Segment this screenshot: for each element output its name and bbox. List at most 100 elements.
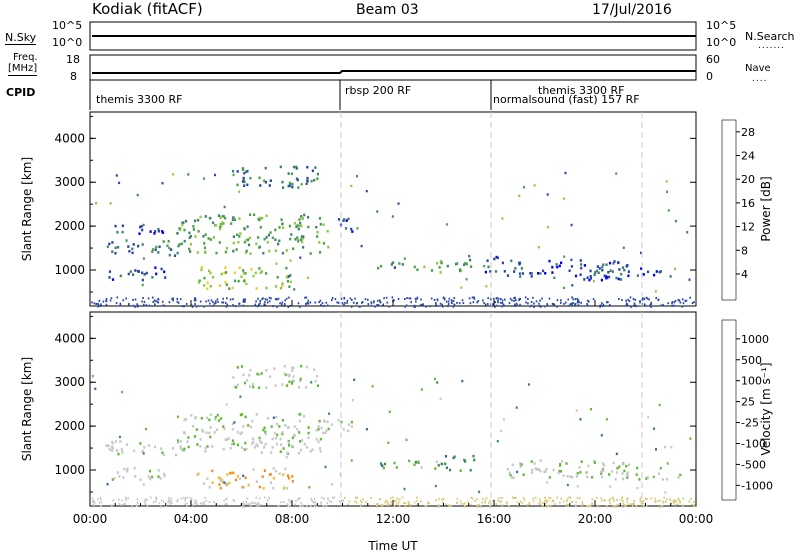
power-ground-point (331, 299, 333, 302)
velocity-data-point (271, 446, 274, 449)
power-data-point (111, 250, 114, 253)
velocity-ground-point (616, 499, 618, 501)
velocity-ground-point (98, 501, 101, 504)
power-data-point (151, 250, 154, 253)
nsky-label: N.Sky (5, 31, 37, 45)
velocity-data-point (444, 455, 448, 458)
velocity-ground-point (146, 505, 149, 507)
velocity-sparse-point (478, 490, 481, 494)
power-data-point (580, 266, 583, 270)
power-data-point (224, 216, 227, 220)
velocity-ground-point (445, 503, 447, 506)
velocity-ground-point (171, 501, 173, 504)
power-ground-point (95, 303, 98, 305)
velocity-data-point (561, 460, 564, 463)
velocity-data-point (284, 424, 287, 427)
power-data-point (244, 272, 247, 275)
power-data-point (274, 238, 277, 241)
velocity-data-point (240, 365, 244, 368)
power-ground-point (422, 303, 424, 306)
velocity-data-point (232, 471, 235, 475)
velocity-data-point (665, 478, 669, 481)
power-data-point (297, 237, 300, 240)
power-data-point (225, 283, 228, 287)
power-ground-point (497, 299, 499, 302)
power-data-point (618, 268, 621, 271)
velocity-data-point (288, 374, 291, 378)
velocity-data-point (199, 445, 202, 448)
power-data-point (249, 176, 252, 180)
velocity-data-point (234, 478, 238, 482)
velocity-sparse-point (546, 481, 549, 484)
velocity-sparse-point (664, 491, 667, 494)
power-data-point (612, 262, 615, 265)
power-data-point (269, 179, 272, 182)
velocity-ground-point (604, 499, 606, 502)
velocity-data-point (141, 449, 145, 453)
power-data-point (456, 262, 459, 265)
velocity-data-point (114, 440, 118, 443)
power-ground-point (482, 299, 484, 302)
power-data-point (282, 226, 285, 229)
velocity-data-point (315, 429, 318, 432)
power-data-point (551, 265, 554, 269)
velocity-ground-point (424, 505, 427, 508)
power-ground-point (453, 297, 456, 299)
power-ground-point (224, 301, 227, 304)
power-data-point (188, 231, 191, 235)
velocity-ground-point (93, 500, 95, 503)
velocity-ground-point (252, 501, 254, 504)
power-ground-point (544, 305, 546, 308)
velocity-data-point (281, 383, 284, 386)
velocity-ground-point (674, 503, 677, 506)
velocity-sparse-point (339, 473, 342, 476)
power-data-point (347, 217, 350, 221)
power-sparse-point (563, 255, 566, 258)
power-data-point (615, 276, 618, 280)
power-ground-point (98, 305, 101, 307)
velocity-ground-point (539, 501, 542, 503)
power-ground-point (154, 303, 156, 306)
power-ground-point (309, 301, 312, 304)
power-data-point (279, 286, 282, 290)
velocity-data-point (183, 418, 186, 422)
velocity-sparse-point (371, 385, 374, 388)
power-ground-point (141, 300, 143, 303)
velocity-ground-point (223, 499, 225, 502)
velocity-data-point (293, 434, 296, 438)
power-ground-point (238, 302, 240, 305)
velocity-data-point (636, 466, 639, 470)
velocity-data-point (292, 366, 295, 370)
power-ground-point (447, 303, 450, 305)
velocity-data-point (291, 436, 294, 440)
velocity-data-point (157, 475, 160, 478)
power-data-point (243, 171, 246, 175)
power-data-point (265, 214, 268, 217)
velocity-sparse-point (365, 428, 368, 431)
power-sparse-point (674, 219, 677, 223)
power-ground-point (410, 301, 412, 304)
power-data-point (296, 178, 299, 182)
velocity-ground-point (630, 503, 632, 506)
velocity-ground-point (435, 499, 437, 502)
power-ground-point (361, 301, 363, 304)
power-data-point (293, 222, 296, 225)
velocity-ground-point (91, 497, 94, 500)
cpid-markers (340, 112, 643, 506)
velocity-data-point (211, 481, 214, 484)
velocity-data-point (236, 383, 239, 387)
power-ground-point (468, 297, 471, 300)
power-ground-point (529, 305, 531, 308)
velocity-ground-point (484, 501, 486, 504)
power-ground-point (318, 301, 320, 304)
velocity-data-point (139, 478, 142, 481)
power-data-point (487, 265, 490, 269)
power-data-point (416, 268, 419, 272)
velocity-data-point (249, 369, 252, 372)
velocity-ground-point (224, 503, 227, 506)
velocity-ground-point (294, 503, 296, 506)
velocity-ground-point (155, 498, 158, 501)
power-ground-point (409, 297, 412, 300)
power-data-point (597, 271, 600, 274)
